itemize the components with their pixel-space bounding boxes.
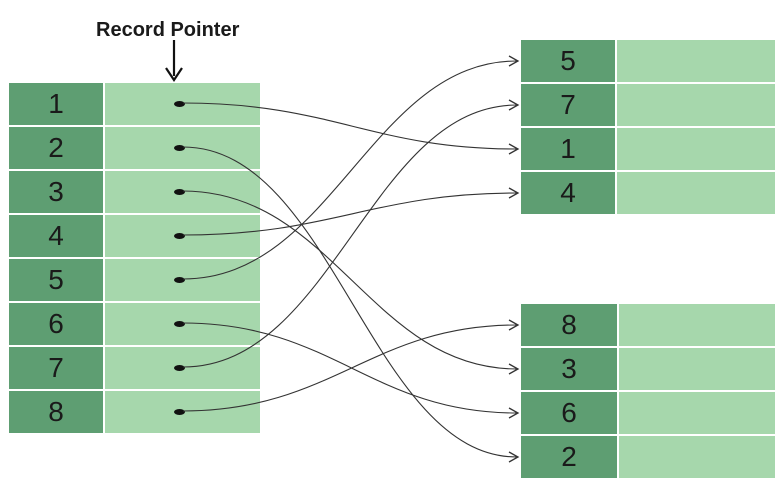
record-key: 8 (521, 304, 619, 346)
record-key: 1 (521, 128, 617, 170)
pointer-cell (105, 215, 260, 257)
pointer-cell (105, 391, 260, 433)
record-row: 6 (521, 392, 775, 436)
record-row: 4 (521, 172, 775, 216)
index-row: 6 (9, 303, 260, 347)
index-key: 1 (9, 83, 105, 125)
index-row: 4 (9, 215, 260, 259)
pointer-cell (105, 259, 260, 301)
index-key: 7 (9, 347, 105, 389)
record-data (617, 84, 775, 126)
record-row: 7 (521, 84, 775, 128)
record-key: 5 (521, 40, 617, 82)
index-row: 8 (9, 391, 260, 435)
record-data (617, 172, 775, 214)
record-data (619, 436, 775, 478)
index-key: 5 (9, 259, 105, 301)
index-row: 5 (9, 259, 260, 303)
record-key: 6 (521, 392, 619, 434)
record-data (619, 348, 775, 390)
record-data (619, 304, 775, 346)
index-row: 2 (9, 127, 260, 171)
record-data (617, 40, 775, 82)
pointer-cell (105, 171, 260, 213)
pointer-dot-icon (174, 321, 185, 327)
pointer-dot-icon (174, 409, 185, 415)
record-key: 3 (521, 348, 619, 390)
index-row: 7 (9, 347, 260, 391)
pointer-dot-icon (174, 277, 185, 283)
index-row: 3 (9, 171, 260, 215)
record-row: 3 (521, 348, 775, 392)
pointer-dot-icon (174, 365, 185, 371)
record-row: 2 (521, 436, 775, 480)
index-key: 3 (9, 171, 105, 213)
pointer-cell (105, 127, 260, 169)
record-key: 4 (521, 172, 617, 214)
index-key: 4 (9, 215, 105, 257)
pointer-cell (105, 83, 260, 125)
record-pointer-label: Record Pointer (96, 19, 240, 41)
record-data (619, 392, 775, 434)
pointer-dot-icon (174, 233, 185, 239)
pointer-cell (105, 347, 260, 389)
pointer-dot-icon (174, 101, 185, 107)
index-key: 2 (9, 127, 105, 169)
index-row: 1 (9, 83, 260, 127)
record-data (617, 128, 775, 170)
record-row: 5 (521, 40, 775, 84)
record-key: 7 (521, 84, 617, 126)
index-key: 6 (9, 303, 105, 345)
record-row: 1 (521, 128, 775, 172)
pointer-cell (105, 303, 260, 345)
pointer-dot-icon (174, 189, 185, 195)
record-key: 2 (521, 436, 619, 478)
index-key: 8 (9, 391, 105, 433)
record-row: 8 (521, 304, 775, 348)
pointer-dot-icon (174, 145, 185, 151)
